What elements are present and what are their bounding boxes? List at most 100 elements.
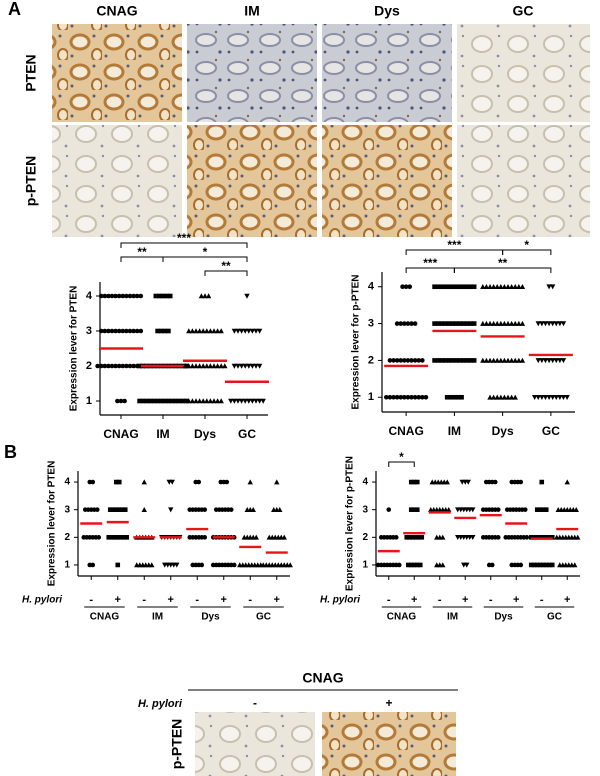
data-point — [557, 394, 563, 400]
data-point — [235, 328, 241, 334]
data-point — [452, 394, 457, 400]
data-point — [408, 507, 414, 512]
data-point — [519, 284, 526, 290]
data-point — [107, 507, 113, 512]
data-point — [524, 535, 530, 540]
data-point — [202, 507, 208, 512]
y-tick-label: 1 — [368, 391, 374, 403]
data-point — [549, 358, 556, 364]
data-point — [553, 321, 559, 327]
data-point — [253, 363, 259, 369]
data-point — [501, 284, 508, 290]
x-tick-label: GC — [542, 424, 560, 438]
data-point — [494, 284, 500, 290]
data-point — [95, 363, 100, 369]
data-point — [218, 363, 224, 369]
data-point — [528, 562, 534, 568]
data-point — [435, 284, 441, 290]
data-point — [174, 562, 180, 568]
data-point — [512, 394, 518, 400]
data-point — [238, 328, 245, 334]
data-point — [224, 479, 230, 485]
x-tick-label: - — [248, 594, 252, 606]
data-point — [459, 394, 464, 400]
data-point — [572, 562, 578, 568]
data-point — [211, 398, 217, 404]
data-point — [495, 507, 501, 512]
micrograph — [187, 24, 317, 122]
data-point — [242, 328, 248, 334]
data-point — [560, 321, 567, 327]
data-point — [200, 363, 206, 369]
data-point — [204, 328, 210, 334]
micrograph — [322, 712, 456, 776]
data-point — [149, 562, 155, 568]
data-point — [573, 506, 579, 512]
data-point — [483, 284, 490, 290]
data-point — [411, 507, 417, 512]
x-tick-label: - — [438, 594, 442, 606]
y-tick-label: 3 — [64, 504, 70, 515]
y-tick-label: 3 — [362, 504, 368, 515]
data-point — [207, 328, 214, 334]
panel-title: CNAG — [302, 670, 343, 686]
data-point — [531, 394, 538, 400]
y-tick-label: 4 — [86, 290, 93, 302]
data-point — [113, 363, 118, 369]
data-point — [411, 479, 417, 485]
data-point — [508, 357, 515, 363]
x-tick-label: + — [115, 594, 121, 606]
data-point — [546, 358, 552, 364]
data-point — [98, 363, 104, 369]
data-point — [470, 507, 476, 513]
x-tick-label: + — [411, 594, 417, 606]
data-point — [534, 535, 540, 540]
data-point — [151, 398, 157, 404]
micrograph — [457, 24, 590, 122]
data-point — [250, 506, 256, 512]
data-point — [113, 507, 119, 512]
data-point — [122, 398, 127, 404]
data-point — [394, 394, 400, 400]
data-point — [420, 358, 425, 363]
data-point — [193, 363, 199, 369]
data-point — [537, 535, 543, 540]
data-point — [238, 398, 245, 404]
data-point — [256, 328, 263, 334]
data-point — [398, 358, 404, 363]
significance-label: ** — [221, 259, 231, 273]
data-point — [557, 321, 563, 327]
data-point — [490, 357, 497, 363]
data-point — [501, 320, 508, 326]
data-point — [489, 562, 495, 568]
data-point — [411, 562, 417, 568]
data-point — [461, 358, 466, 363]
significance-label: *** — [423, 256, 437, 270]
data-point — [453, 284, 459, 290]
data-point — [137, 398, 142, 404]
data-point — [409, 358, 414, 363]
data-point — [124, 293, 129, 299]
data-point — [198, 293, 205, 299]
column-label: IM — [244, 3, 260, 19]
data-point — [131, 363, 136, 369]
group-label: IM — [447, 612, 458, 623]
data-point — [528, 535, 534, 540]
data-point — [228, 507, 234, 512]
data-point — [440, 562, 446, 568]
data-point — [189, 328, 196, 334]
data-point — [186, 363, 192, 369]
data-point — [539, 321, 545, 327]
significance-label: *** — [447, 238, 461, 252]
data-point — [138, 293, 144, 299]
data-point — [413, 535, 419, 540]
data-point — [253, 398, 259, 404]
data-point — [98, 293, 104, 299]
data-point — [468, 284, 473, 290]
data-point — [98, 328, 104, 334]
data-point — [446, 284, 452, 290]
data-point — [495, 535, 501, 540]
data-point — [540, 507, 546, 512]
data-point — [124, 535, 130, 540]
data-point — [487, 284, 493, 290]
